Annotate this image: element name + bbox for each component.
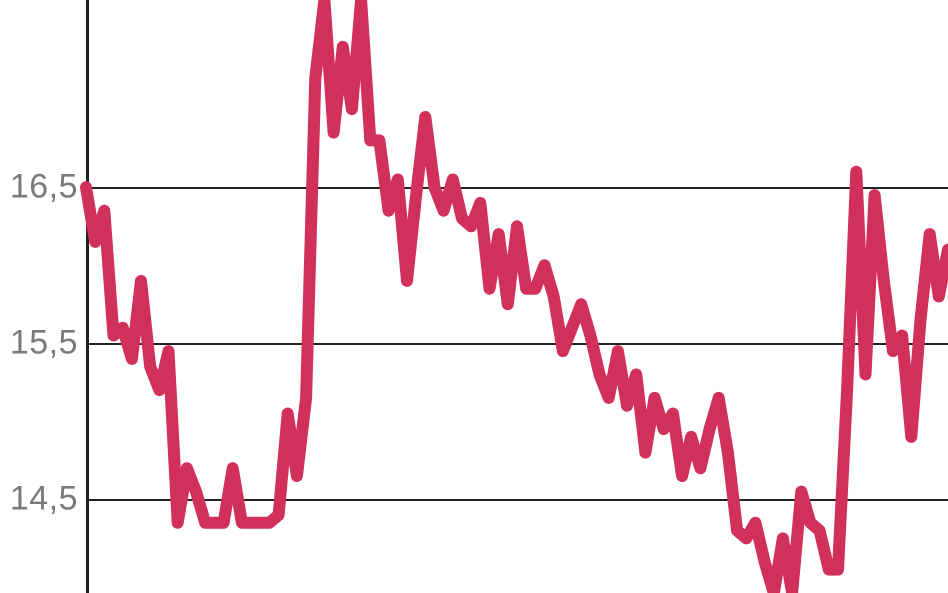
price-line (86, 0, 948, 593)
plot-area (86, 0, 948, 593)
y-tick-label: 14,5 (10, 480, 78, 519)
line-chart: 14,5 15,5 16,5 (0, 0, 948, 593)
y-tick-label: 15,5 (10, 324, 78, 363)
y-tick-label: 16,5 (10, 168, 78, 207)
